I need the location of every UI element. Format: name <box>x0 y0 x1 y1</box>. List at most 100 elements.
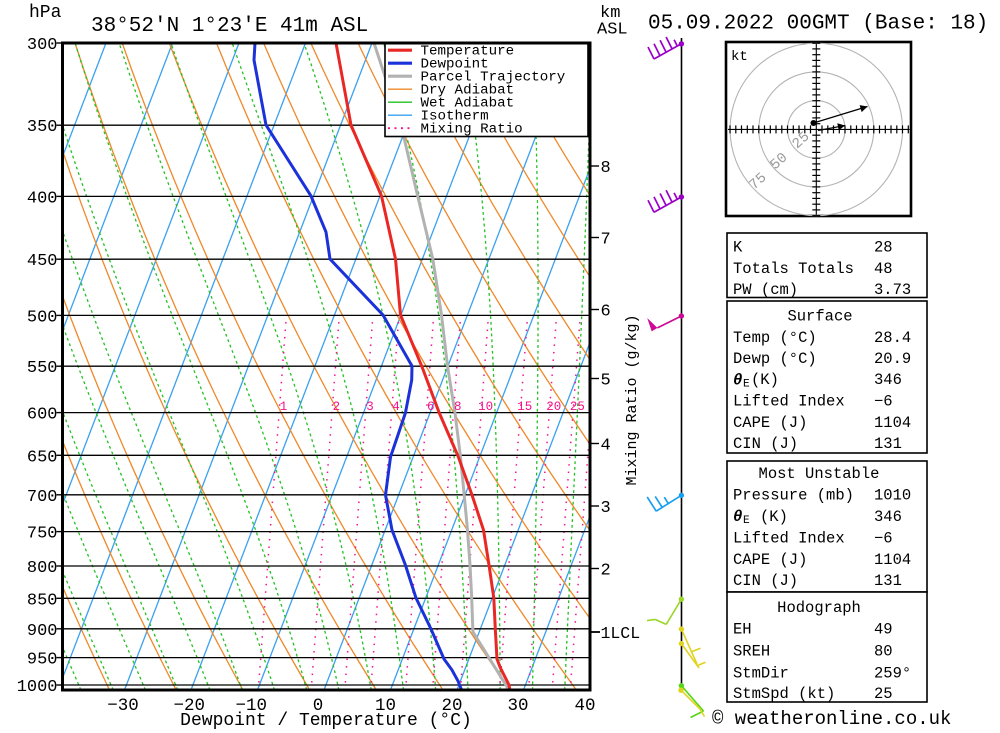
svg-text:10: 10 <box>478 400 493 414</box>
svg-text:−10: −10 <box>236 696 268 716</box>
svg-text:15: 15 <box>517 400 532 414</box>
svg-text:4: 4 <box>392 400 400 414</box>
svg-text:80: 80 <box>874 643 893 661</box>
svg-text:1: 1 <box>280 400 288 414</box>
svg-text:SREH: SREH <box>733 643 770 661</box>
svg-text:7: 7 <box>601 231 611 250</box>
svg-text:ASL: ASL <box>597 21 628 40</box>
svg-text:Dewpoint / Temperature (°C): Dewpoint / Temperature (°C) <box>180 711 472 731</box>
svg-text:km: km <box>600 4 620 23</box>
svg-text:28: 28 <box>874 239 893 257</box>
svg-text:Mixing Ratio: Mixing Ratio <box>421 122 523 138</box>
svg-text:259°: 259° <box>874 665 911 683</box>
svg-text:CAPE (J): CAPE (J) <box>733 551 807 569</box>
svg-text:E: E <box>743 515 750 527</box>
svg-text:3: 3 <box>366 400 374 414</box>
svg-text:8: 8 <box>454 400 462 414</box>
svg-text:8: 8 <box>601 159 611 178</box>
svg-text:−6: −6 <box>874 393 893 411</box>
svg-text:Temperature: Temperature <box>421 44 515 60</box>
svg-text:3.73: 3.73 <box>874 281 911 299</box>
svg-text:Pressure (mb): Pressure (mb) <box>733 487 854 505</box>
svg-text:−30: −30 <box>107 696 139 716</box>
svg-text:40: 40 <box>574 696 595 716</box>
svg-text:PW (cm): PW (cm) <box>733 281 798 299</box>
svg-text:StmSpd (kt): StmSpd (kt) <box>733 685 835 703</box>
svg-text:Lifted Index: Lifted Index <box>733 393 845 411</box>
svg-text:600: 600 <box>27 406 58 425</box>
svg-text:6: 6 <box>427 400 435 414</box>
svg-text:2: 2 <box>601 562 611 581</box>
svg-text:650: 650 <box>27 448 58 467</box>
svg-text:131: 131 <box>874 572 902 590</box>
svg-text:25: 25 <box>570 400 585 414</box>
svg-text:1104: 1104 <box>874 414 911 432</box>
svg-text:800: 800 <box>27 559 58 578</box>
svg-text:38°52'N 1°23'E 41m ASL: 38°52'N 1°23'E 41m ASL <box>91 15 368 38</box>
svg-text:CIN (J): CIN (J) <box>733 435 798 453</box>
svg-text:Lifted Index: Lifted Index <box>733 529 845 547</box>
svg-text:900: 900 <box>27 622 58 641</box>
svg-text:20: 20 <box>546 400 561 414</box>
svg-text:20.9: 20.9 <box>874 350 911 368</box>
svg-text:950: 950 <box>27 651 58 670</box>
svg-text:Mixing Ratio (g/kg): Mixing Ratio (g/kg) <box>624 314 641 485</box>
svg-text:25: 25 <box>874 685 893 703</box>
svg-text:EH: EH <box>733 621 752 639</box>
svg-text:0: 0 <box>313 696 324 716</box>
svg-text:CAPE (J): CAPE (J) <box>733 414 807 432</box>
svg-text:Hodograph: Hodograph <box>777 599 861 617</box>
svg-text:450: 450 <box>27 252 58 271</box>
svg-text:500: 500 <box>27 308 58 327</box>
svg-text:−20: −20 <box>174 696 206 716</box>
svg-text:400: 400 <box>27 189 58 208</box>
svg-text:hPa: hPa <box>29 3 62 23</box>
svg-text:θ: θ <box>733 371 742 389</box>
svg-text:(K): (K) <box>760 508 788 526</box>
svg-text:346: 346 <box>874 508 902 526</box>
svg-text:CIN (J): CIN (J) <box>733 572 798 590</box>
svg-text:1LCL: 1LCL <box>601 624 641 643</box>
svg-text:346: 346 <box>874 371 902 389</box>
svg-text:Temp (°C): Temp (°C) <box>733 329 817 347</box>
svg-text:28.4: 28.4 <box>874 329 911 347</box>
svg-text:4: 4 <box>601 437 611 456</box>
svg-text:1104: 1104 <box>874 551 911 569</box>
svg-text:Totals Totals: Totals Totals <box>733 260 854 278</box>
svg-text:10: 10 <box>375 696 396 716</box>
svg-text:350: 350 <box>27 118 58 137</box>
svg-text:StmDir: StmDir <box>733 665 789 683</box>
svg-text:49: 49 <box>874 621 893 639</box>
svg-text:700: 700 <box>27 488 58 507</box>
svg-text:K: K <box>733 239 743 257</box>
svg-text:1000: 1000 <box>17 678 58 697</box>
svg-text:kt: kt <box>731 49 748 65</box>
svg-text:5: 5 <box>601 372 611 391</box>
svg-text:20: 20 <box>441 696 462 716</box>
svg-text:131: 131 <box>874 435 902 453</box>
svg-text:6: 6 <box>601 303 611 322</box>
svg-text:Isotherm: Isotherm <box>421 109 489 125</box>
svg-text:3: 3 <box>601 499 611 518</box>
svg-text:2: 2 <box>333 400 341 414</box>
svg-text:−6: −6 <box>874 529 893 547</box>
svg-text:E: E <box>743 378 750 390</box>
svg-text:550: 550 <box>27 359 58 378</box>
svg-text:Dewpoint: Dewpoint <box>421 57 489 73</box>
svg-text:1010: 1010 <box>874 487 911 505</box>
svg-text:750: 750 <box>27 525 58 544</box>
svg-text:300: 300 <box>27 36 58 55</box>
svg-text:Dry Adiabat: Dry Adiabat <box>421 83 515 99</box>
svg-text:Dewp (°C): Dewp (°C) <box>733 350 817 368</box>
svg-text:850: 850 <box>27 591 58 610</box>
svg-text:Parcel Trajectory: Parcel Trajectory <box>421 70 566 86</box>
svg-text:Most Unstable: Most Unstable <box>759 465 880 483</box>
svg-text:05.09.2022 00GMT (Base: 18): 05.09.2022 00GMT (Base: 18) <box>648 13 988 36</box>
svg-text:48: 48 <box>874 260 893 278</box>
svg-text:30: 30 <box>507 696 528 716</box>
svg-text:(K): (K) <box>751 371 779 389</box>
svg-text:Surface: Surface <box>787 308 852 326</box>
svg-text:θ: θ <box>733 508 742 526</box>
svg-text:© weatheronline.co.uk: © weatheronline.co.uk <box>712 708 951 730</box>
svg-text:Wet Adiabat: Wet Adiabat <box>421 96 515 112</box>
